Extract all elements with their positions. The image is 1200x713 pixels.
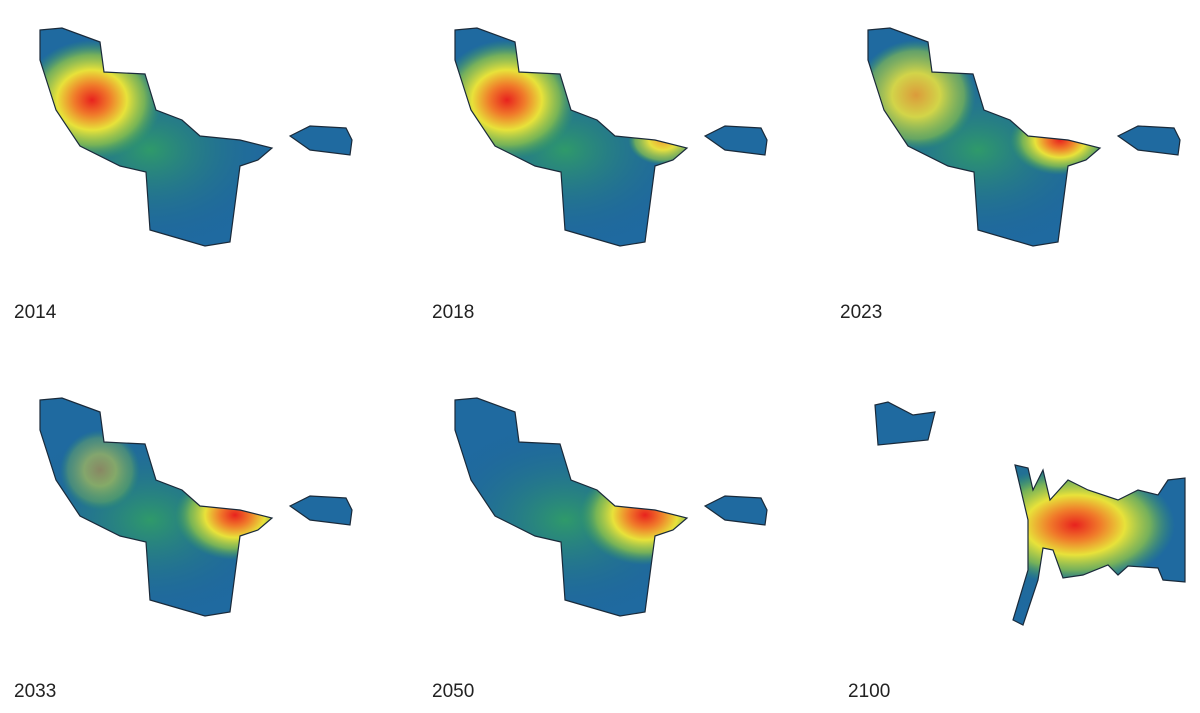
year-label: 2050 <box>432 681 474 702</box>
year-label: 2033 <box>14 681 56 702</box>
hotspot <box>455 40 577 160</box>
heat-layer <box>875 420 1175 620</box>
hotspot <box>868 40 976 150</box>
map-panel <box>39 397 353 617</box>
district-outline <box>874 401 1186 626</box>
map-panel <box>454 27 768 247</box>
district-area <box>1118 126 1180 155</box>
district-outline <box>39 27 274 247</box>
hotspot <box>580 465 710 565</box>
district-area <box>705 126 767 155</box>
hotspot <box>1010 105 1110 175</box>
district-outline <box>703 495 768 526</box>
year-label: 2023 <box>840 302 882 323</box>
year-label: 2014 <box>14 302 57 323</box>
district-outline <box>1116 125 1181 156</box>
heat-layer <box>40 420 295 616</box>
district-outline <box>288 125 353 156</box>
district-area <box>290 126 352 155</box>
hotspot <box>40 40 162 160</box>
district-area <box>290 496 352 525</box>
year-label: 2018 <box>432 302 474 323</box>
district-outline <box>454 397 689 617</box>
heat-layer <box>40 40 290 246</box>
district-outline <box>867 27 1102 247</box>
map-panel <box>39 27 353 247</box>
district-outline <box>288 495 353 526</box>
hotspot <box>60 430 140 510</box>
hotspot <box>175 470 295 560</box>
map-panel <box>874 401 1186 626</box>
district-area <box>705 496 767 525</box>
heat-layer <box>455 40 705 246</box>
hotspot <box>628 115 698 165</box>
district-outline <box>703 125 768 156</box>
year-label: 2100 <box>848 681 890 702</box>
heat-layer <box>868 40 1118 246</box>
heat-layer <box>455 420 710 616</box>
map-panel <box>867 27 1181 247</box>
map-panel <box>454 397 768 617</box>
district-outline <box>39 397 274 617</box>
district-outline <box>454 27 689 247</box>
